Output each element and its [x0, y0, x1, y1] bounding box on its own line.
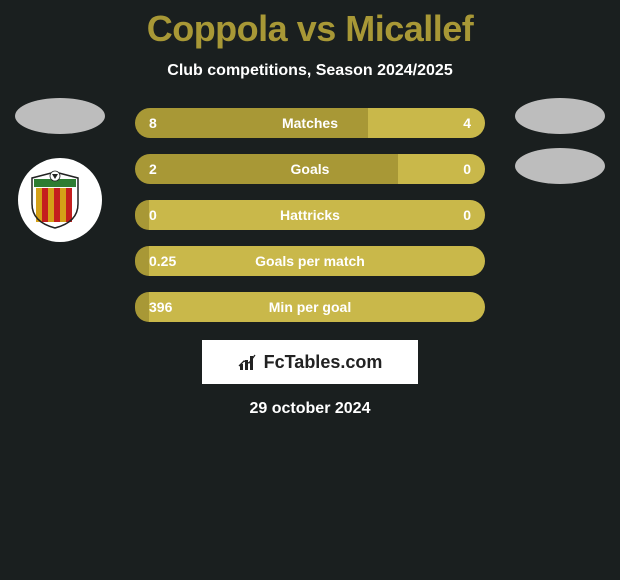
stat-label: Goals per match — [185, 253, 435, 269]
stat-label: Matches — [185, 115, 435, 131]
comparison-card: Coppola vs Micallef Club competitions, S… — [0, 0, 620, 418]
club-badge — [18, 158, 102, 242]
stat-bar-content: 2Goals0 — [135, 154, 485, 184]
stat-value-right: 0 — [435, 207, 471, 223]
stat-row: 0Hattricks0 — [135, 200, 485, 230]
club-badge-art — [28, 168, 92, 232]
date-text: 29 october 2024 — [250, 400, 371, 418]
stat-value-left: 8 — [149, 115, 185, 131]
stat-value-left: 0 — [149, 207, 185, 223]
stat-bar-content: 396Min per goal — [135, 292, 485, 322]
shield-icon — [28, 170, 82, 230]
stat-label: Min per goal — [185, 299, 435, 315]
stat-bars: 8Matches42Goals00Hattricks00.25Goals per… — [135, 108, 485, 322]
stat-bar-content: 8Matches4 — [135, 108, 485, 138]
stat-bar-content: 0.25Goals per match — [135, 246, 485, 276]
page-title: Coppola vs Micallef — [147, 8, 474, 50]
bar-chart-icon — [238, 352, 258, 372]
stat-bar-content: 0Hattricks0 — [135, 200, 485, 230]
brand-box: FcTables.com — [202, 340, 418, 384]
stat-row: 8Matches4 — [135, 108, 485, 138]
stat-row: 0.25Goals per match — [135, 246, 485, 276]
stat-label: Hattricks — [185, 207, 435, 223]
stat-label: Goals — [185, 161, 435, 177]
stat-value-right: 0 — [435, 161, 471, 177]
stat-value-left: 0.25 — [149, 253, 185, 269]
player-left-placeholder — [15, 98, 105, 134]
brand-text: FcTables.com — [264, 352, 383, 373]
stat-value-left: 2 — [149, 161, 185, 177]
stat-row: 396Min per goal — [135, 292, 485, 322]
stats-area: 8Matches42Goals00Hattricks00.25Goals per… — [0, 108, 620, 322]
stat-row: 2Goals0 — [135, 154, 485, 184]
player-right-placeholder-1 — [515, 98, 605, 134]
stat-value-right: 4 — [435, 115, 471, 131]
player-right-placeholder-2 — [515, 148, 605, 184]
stat-value-left: 396 — [149, 299, 185, 315]
subtitle: Club competitions, Season 2024/2025 — [167, 62, 452, 80]
